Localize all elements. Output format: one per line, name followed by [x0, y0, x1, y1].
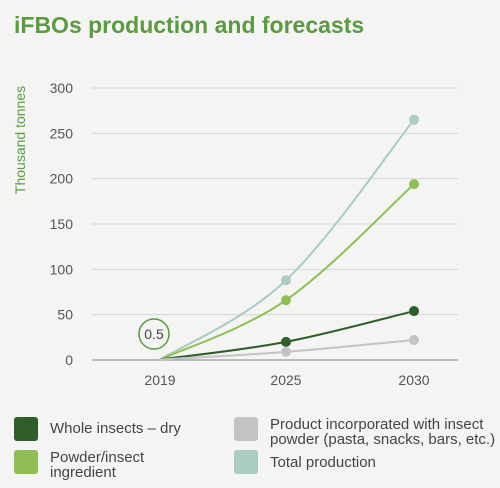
data-point-product-incorporated-with-in-2030: [409, 335, 419, 346]
y-axis-label: Thousand tonnes: [12, 86, 28, 194]
legend-label-whole-insects: Whole insects – dry: [50, 420, 181, 437]
data-point-total-production-2025: [281, 275, 291, 286]
legend-label-powder: Powder/insect ingredient: [50, 449, 145, 481]
y-tick-label-200: 200: [50, 171, 74, 187]
data-point-product-incorporated-with-in-2025: [281, 346, 291, 357]
annotation-circle: [138, 318, 170, 350]
legend-label-product-incorporated: Product incorporated with insect powder …: [270, 416, 496, 448]
y-tick-label-100: 100: [50, 261, 74, 277]
legend-label-total: Total production: [270, 454, 376, 471]
chart-title: iFBOs production and forecasts: [14, 12, 365, 38]
legend-swatch-whole-insects: [14, 417, 38, 441]
series-line-total-production: [159, 119, 415, 361]
legend-swatch-product-incorporated: [234, 417, 258, 441]
x-tick-label-2019: 2019: [144, 372, 175, 388]
data-point-powder-insect-ingredient-2025: [281, 295, 291, 306]
data-point-total-production-2030: [409, 114, 419, 125]
y-tick-label-150: 150: [50, 216, 74, 232]
y-tick-label-50: 50: [57, 307, 73, 323]
series-line-powder-insect-ingredient: [159, 183, 415, 361]
legend-swatch-total: [234, 450, 258, 474]
x-tick-label-2030: 2030: [398, 372, 429, 388]
data-point-powder-insect-ingredient-2030: [409, 179, 419, 190]
legend-item-whole-insects: Whole insects – dry: [14, 417, 220, 441]
y-tick-label-0: 0: [65, 352, 73, 368]
data-point-whole-insects-dry-2030: [409, 306, 419, 317]
annotation-label: 0.5: [144, 326, 164, 342]
legend-swatch-powder: [14, 450, 38, 474]
x-tick-label-2025: 2025: [270, 372, 301, 388]
legend-item-total: Total production: [234, 450, 470, 474]
legend-item-product-incorporated: Product incorporated with insect powder …: [234, 417, 500, 447]
y-tick-label-250: 250: [50, 125, 74, 141]
y-tick-label-300: 300: [50, 80, 74, 96]
data-point-whole-insects-dry-2025: [281, 336, 291, 347]
legend-item-powder: Powder/insect ingredient: [14, 450, 190, 480]
